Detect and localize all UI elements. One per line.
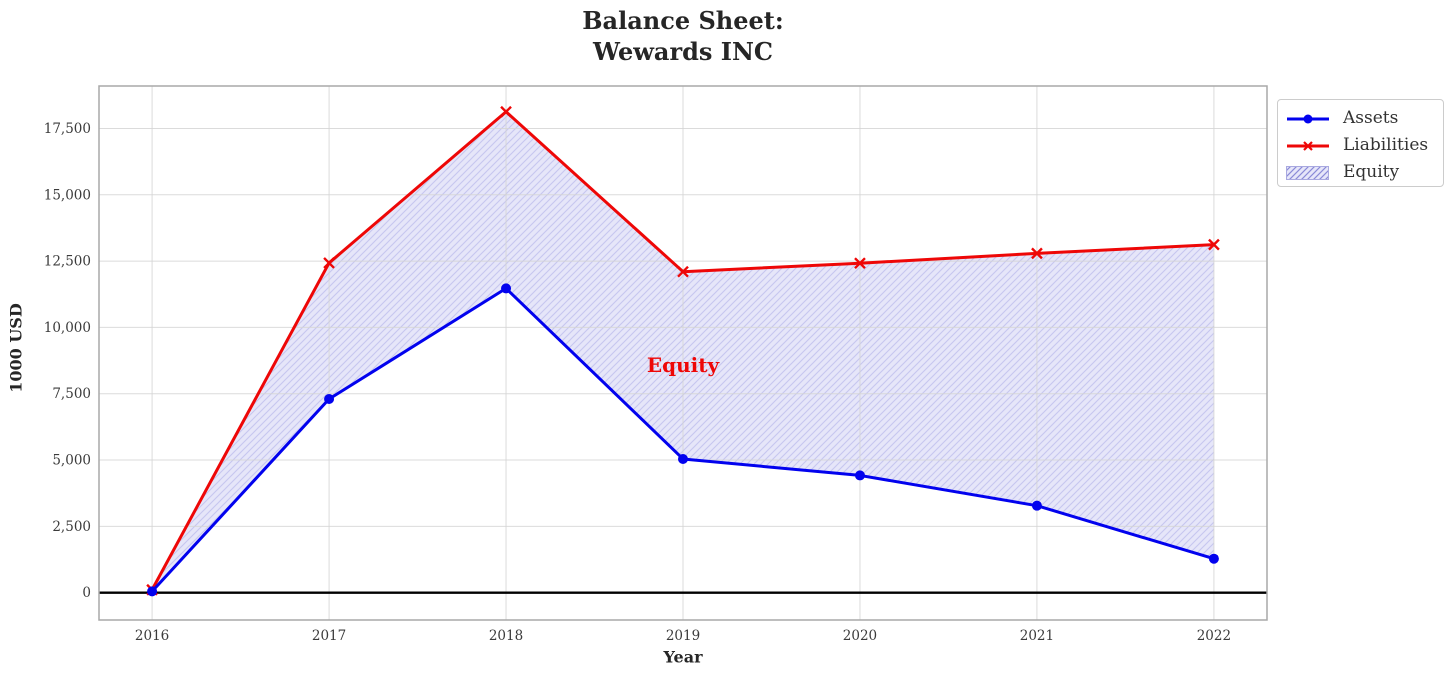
liabilities-point-2018 bbox=[500, 105, 512, 118]
liabilities-point-2020 bbox=[854, 257, 866, 270]
y-tick-label-0: 0 bbox=[82, 585, 91, 601]
assets-line-marker-icon bbox=[1286, 111, 1330, 127]
x-tick-label-2017: 2017 bbox=[312, 628, 346, 644]
assets-point-2017 bbox=[324, 394, 335, 405]
chart-title: Balance Sheet: Wewards INC bbox=[99, 5, 1267, 67]
x-tick-label-2016: 2016 bbox=[135, 628, 169, 644]
legend-label-equity: Equity bbox=[1343, 162, 1400, 182]
x-tick-label-2018: 2018 bbox=[489, 628, 523, 644]
y-tick-label-2500: 2,500 bbox=[52, 519, 91, 535]
liabilities-line-marker-icon bbox=[1286, 138, 1330, 154]
liabilities-point-2022 bbox=[1208, 238, 1220, 251]
y-tick-label-7500: 7,500 bbox=[52, 386, 91, 402]
equity-hatch-swatch-icon bbox=[1286, 165, 1330, 181]
assets-point-2016 bbox=[147, 586, 158, 597]
liabilities-point-2021 bbox=[1031, 247, 1043, 260]
y-tick-label-10000: 10,000 bbox=[44, 320, 91, 336]
legend-label-assets: Assets bbox=[1343, 108, 1399, 128]
y-tick-label-5000: 5,000 bbox=[52, 453, 91, 469]
x-axis-label: Year bbox=[663, 647, 703, 667]
y-axis-label: 1000 USD bbox=[6, 303, 26, 393]
legend-row-equity: Equity bbox=[1286, 159, 1443, 186]
assets-point-2022 bbox=[1208, 553, 1219, 564]
liabilities-point-2017 bbox=[323, 257, 335, 269]
legend: Assets Liabilities Equity bbox=[1277, 99, 1444, 187]
y-tick-label-12500: 12,500 bbox=[44, 254, 91, 270]
assets-point-2019 bbox=[678, 453, 688, 464]
x-tick-label-2021: 2021 bbox=[1020, 628, 1054, 644]
chart-title-line2: Wewards INC bbox=[592, 37, 774, 66]
assets-point-2018 bbox=[501, 283, 512, 294]
x-tick-label-2020: 2020 bbox=[843, 628, 877, 644]
plot-border bbox=[98, 85, 1268, 621]
legend-row-liabilities: Liabilities bbox=[1286, 132, 1443, 159]
assets-point-2021 bbox=[1031, 500, 1042, 511]
y-tick-label-15000: 15,000 bbox=[44, 187, 91, 203]
x-tick-label-2022: 2022 bbox=[1197, 628, 1231, 644]
liabilities-point-2019 bbox=[677, 265, 689, 278]
x-tick-label-2019: 2019 bbox=[666, 628, 700, 644]
chart-title-line1: Balance Sheet: bbox=[582, 6, 784, 35]
y-tick-label-17500: 17,500 bbox=[44, 121, 91, 137]
equity-annotation: Equity bbox=[646, 353, 720, 378]
legend-row-assets: Assets bbox=[1286, 105, 1443, 132]
assets-point-2020 bbox=[854, 470, 865, 481]
legend-label-liabilities: Liabilities bbox=[1343, 135, 1429, 155]
